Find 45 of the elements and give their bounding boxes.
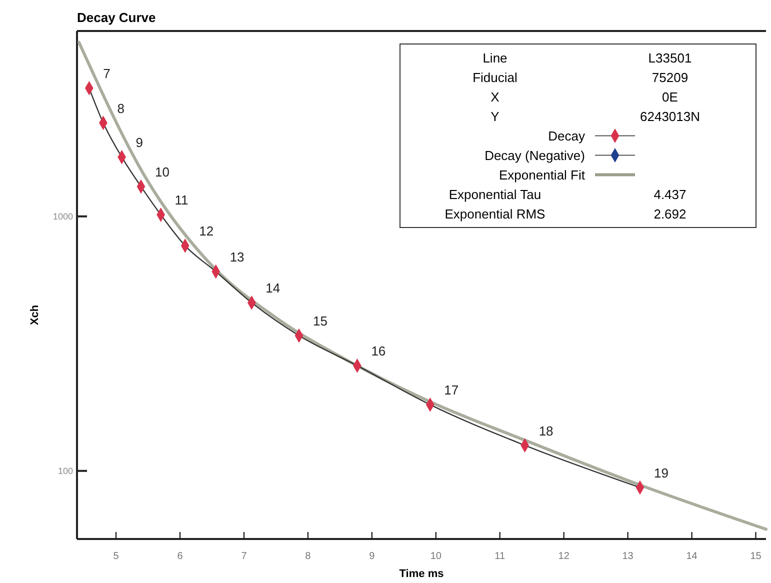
annotation: Exponential Tau bbox=[448, 186, 542, 202]
annotation: 18 bbox=[538, 423, 554, 438]
annotation: Exponential RMS bbox=[444, 206, 546, 222]
x-tick-label: 13 bbox=[622, 551, 634, 562]
annotation: 15 bbox=[312, 314, 328, 329]
annotation: 16 bbox=[371, 344, 386, 359]
annotation: 7 bbox=[103, 66, 110, 82]
x-tick-label: 8 bbox=[305, 551, 312, 562]
annotation: Fiducial bbox=[472, 70, 518, 85]
annotation: 17 bbox=[444, 382, 459, 398]
annotation: 8 bbox=[117, 100, 124, 116]
annotation: 6243013N bbox=[640, 108, 700, 124]
line-series bbox=[77, 40, 768, 531]
legend-label: Decay (Negative) bbox=[484, 148, 585, 163]
annotation: 11 bbox=[174, 192, 188, 208]
x-tick-label: 10 bbox=[430, 551, 442, 562]
x-axis-title: Time ms bbox=[399, 568, 444, 580]
annotation: L33501 bbox=[648, 50, 692, 66]
annotation: 10 bbox=[154, 164, 170, 180]
annotation: X bbox=[490, 89, 500, 104]
annotation: 0E bbox=[662, 89, 678, 104]
y-tick-label: 100 bbox=[58, 466, 73, 476]
annotation: 19 bbox=[654, 466, 668, 481]
y-axis-title: Xch bbox=[29, 304, 41, 326]
legend-label: Decay bbox=[548, 128, 586, 144]
x-tick-label: 9 bbox=[369, 551, 376, 562]
y-tick-label: 1000 bbox=[52, 212, 73, 222]
annotation: 75209 bbox=[652, 70, 688, 85]
x-tick-label: 6 bbox=[177, 551, 184, 562]
legend-label: Exponential Fit bbox=[499, 167, 586, 182]
x-tick-label: 11 bbox=[494, 551, 506, 562]
chart-title: Decay Curve bbox=[77, 10, 156, 25]
x-tick-label: 12 bbox=[558, 551, 570, 562]
x-tick-label: 7 bbox=[241, 551, 248, 562]
annotation: Y bbox=[490, 108, 500, 124]
annotation: 4.437 bbox=[654, 186, 686, 202]
x-tick-label: 14 bbox=[686, 551, 698, 562]
annotation: Line bbox=[482, 50, 508, 66]
annotation: 13 bbox=[230, 250, 244, 265]
x-tick-label: 5 bbox=[113, 551, 120, 562]
annotation: 12 bbox=[199, 224, 214, 239]
annotation: 2.692 bbox=[654, 206, 686, 222]
x-tick-label: 15 bbox=[750, 551, 762, 562]
annotation: 9 bbox=[136, 135, 144, 150]
annotation: 14 bbox=[266, 280, 280, 296]
